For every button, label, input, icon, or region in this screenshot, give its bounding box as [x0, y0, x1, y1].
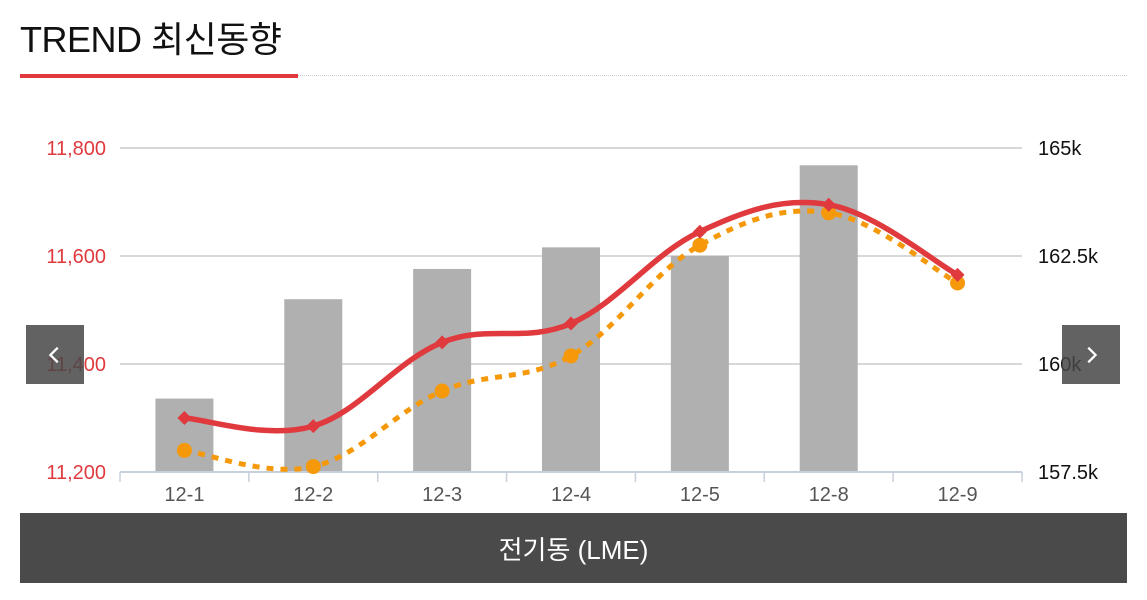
x-axis: 12-1 12-2 12-3 12-4 12-5 12-8 12-9: [119, 471, 1023, 506]
series-point: [176, 442, 192, 458]
prev-button[interactable]: [26, 325, 84, 384]
series-point: [821, 205, 837, 221]
chevron-right-icon: [1087, 346, 1098, 363]
header-divider: [298, 75, 1127, 76]
bar: [284, 299, 343, 472]
next-button[interactable]: [1062, 325, 1120, 384]
x-tick-label: 12-9: [938, 484, 978, 506]
x-tick-label: 12-2: [293, 484, 333, 506]
series-point: [306, 419, 321, 434]
right-tick-label: 157.5k: [1038, 462, 1099, 484]
left-tick-label: 11,600: [46, 246, 106, 268]
line-series: [176, 197, 966, 475]
right-tick-label: 162.5k: [1038, 246, 1099, 268]
series-point: [177, 411, 192, 425]
series-point: [434, 383, 450, 399]
x-tick-label: 12-8: [809, 484, 849, 506]
commodity-label-bar[interactable]: 전기동 (LME): [20, 513, 1127, 583]
section-header: TREND 최신동향: [20, 18, 282, 62]
bar: [413, 268, 472, 472]
page-title: TREND 최신동향: [20, 19, 282, 60]
left-tick-label: 11,200: [46, 462, 106, 484]
bar-series: [155, 165, 858, 472]
series-point: [692, 224, 707, 239]
x-tick-label: 12-3: [422, 484, 462, 506]
x-tick-label: 12-5: [680, 484, 720, 506]
x-tick-label: 12-1: [164, 484, 204, 506]
commodity-label: 전기동 (LME): [498, 534, 649, 565]
bar: [155, 398, 214, 472]
x-tick-label: 12-4: [551, 484, 591, 506]
series-point: [305, 459, 321, 475]
series-point: [950, 267, 965, 282]
series-point: [564, 316, 578, 331]
trend-chart: 12-112-212-312-412-512-812-9 11,20011,40…: [46, 138, 1099, 506]
series-point: [563, 348, 579, 364]
series-point: [435, 335, 450, 350]
series-point: [692, 237, 708, 253]
series-point: [950, 275, 966, 291]
right-tick-label: 165k: [1038, 138, 1082, 160]
title-underline: [20, 74, 298, 78]
series-point: [821, 197, 836, 212]
left-tick-label: 11,800: [46, 138, 106, 160]
chevron-left-icon: [48, 346, 59, 363]
bar: [670, 256, 729, 472]
